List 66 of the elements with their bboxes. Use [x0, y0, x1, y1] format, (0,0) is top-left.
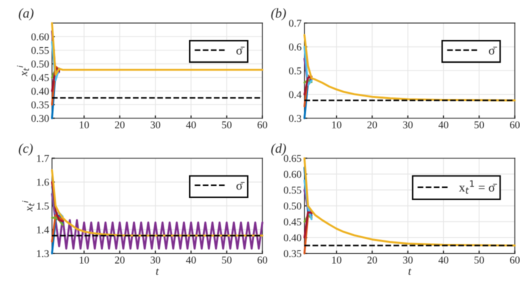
line-series [51, 214, 64, 243]
x-tick-label: 30 [150, 256, 160, 264]
x-tick-label: 40 [438, 256, 448, 264]
x-tick-label: 40 [186, 256, 196, 264]
y-tick-label: 0.40 [284, 234, 302, 242]
y-tick-label: 0.4 [289, 91, 302, 98]
y-tick-label: 1.7 [37, 154, 49, 162]
y-tick-label: 1.3 [37, 250, 49, 258]
legend-label: σ̄ [236, 182, 245, 190]
line-series [303, 34, 516, 102]
y-axis-title: x$_{t}$$^{i}$ [17, 66, 29, 76]
x-tick-label: 60 [510, 256, 520, 264]
line-series [51, 214, 64, 254]
x-tick-label: 50 [474, 121, 484, 128]
x-tick-label: 40 [186, 121, 196, 128]
x-tick-label: 60 [510, 121, 520, 128]
y-tick-label: 0.5 [289, 67, 302, 74]
y-tick-label: 0.30 [31, 114, 49, 122]
x-tick-label: 30 [403, 256, 413, 264]
y-tick-label: 0.55 [284, 186, 302, 194]
x-tick-label: 10 [80, 256, 89, 264]
y-tick-label: 0.65 [284, 154, 302, 162]
x-tick-label: 20 [367, 121, 377, 128]
y-tick-label: 1.5 [37, 202, 49, 210]
y-tick-label: 0.6 [289, 44, 302, 51]
y-tick-label: 0.7 [289, 20, 302, 27]
x-tick-label: 30 [403, 121, 413, 128]
x-tick-label: 60 [258, 256, 268, 264]
line-series [51, 192, 264, 250]
y-tick-label: 0.45 [284, 218, 302, 226]
x-tick-label: 40 [438, 121, 448, 128]
x-axis-title: t [156, 268, 159, 275]
x-tick-label: 50 [474, 256, 484, 264]
legend-label: σ̄ [236, 46, 245, 55]
y-tick-label: 1.6 [37, 178, 49, 186]
x-tick-label: 20 [114, 256, 125, 264]
y-tick-label: 1.4 [37, 226, 50, 234]
x-tick-label: 60 [258, 121, 268, 128]
y-tick-label: 0.50 [31, 60, 49, 68]
chart-title: (c) [18, 144, 33, 156]
y-tick-label: 0.60 [284, 170, 302, 178]
x-tick-label: 10 [332, 121, 342, 128]
x-tick-label: 20 [114, 121, 125, 128]
x-tick-label: 30 [150, 121, 160, 128]
y-tick-label: 0.45 [31, 74, 49, 82]
line-series [51, 181, 64, 222]
chart-title: (a) [18, 8, 34, 20]
x-tick-label: 50 [222, 256, 232, 264]
legend-label: σ̄ [488, 46, 498, 55]
y-tick-label: 0.55 [31, 46, 49, 54]
x-tick-label: 20 [367, 256, 377, 264]
y-tick-label: 0.35 [31, 101, 49, 108]
y-tick-label: 0.60 [31, 33, 49, 40]
y-tick-label: 0.50 [284, 202, 302, 210]
x-tick-label: 50 [222, 121, 232, 128]
y-tick-label: 0.3 [289, 114, 302, 122]
x-tick-label: 10 [332, 256, 342, 264]
y-tick-label: 0.35 [284, 250, 302, 258]
line-series [51, 169, 264, 237]
y-axis-title: x$_{t}$$^{i}$ [22, 200, 34, 212]
chart-title: (d) [271, 144, 286, 156]
x-tick-label: 10 [80, 121, 89, 128]
chart-title: (b) [271, 8, 286, 20]
x-axis-title: t [408, 268, 412, 275]
legend-label: x$_{t}$$^{1}$ = σ̄ [458, 180, 498, 194]
y-tick-label: 0.40 [31, 88, 49, 95]
